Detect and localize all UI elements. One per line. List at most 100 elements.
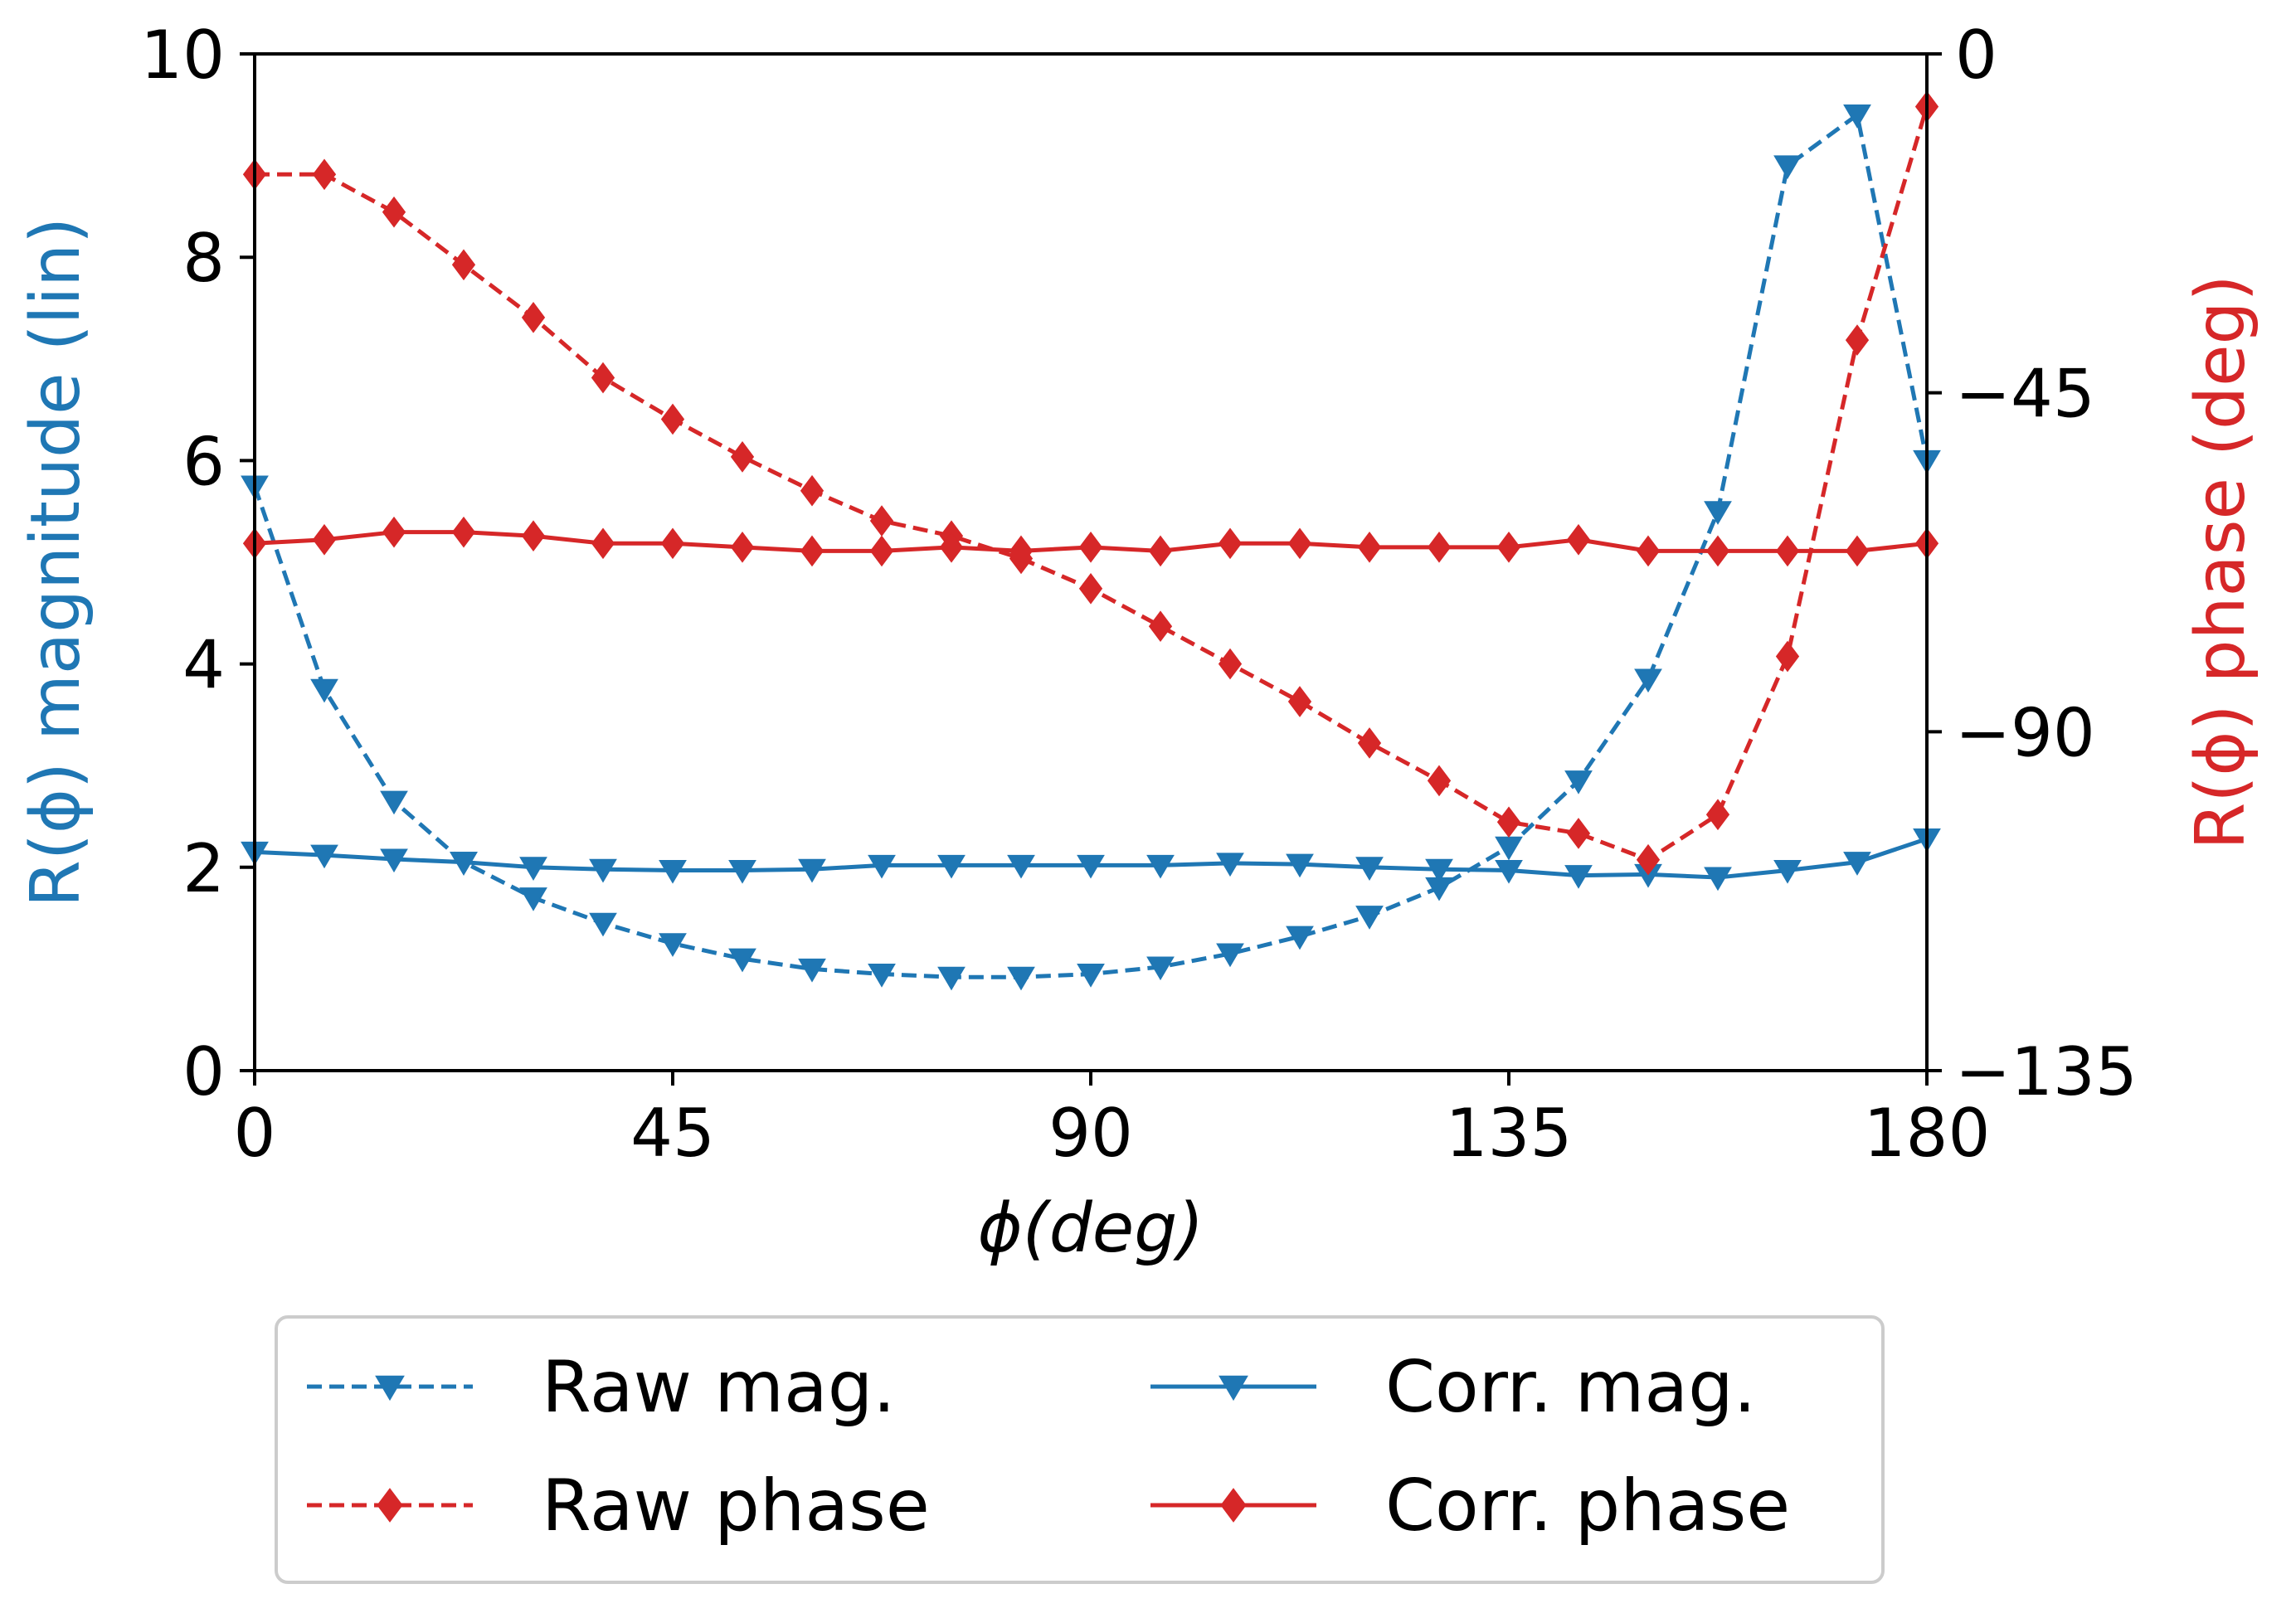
x-tick-label: 45 xyxy=(630,1095,715,1172)
data-point-raw-mag xyxy=(1704,501,1732,525)
x-axis-ticks: 0 45 90 135 180 xyxy=(234,1071,1991,1172)
right-y-tick-label: −135 xyxy=(1955,1033,2138,1110)
data-point-corr-mag xyxy=(1077,854,1105,879)
data-point-raw-mag xyxy=(310,678,338,703)
data-point-raw-mag xyxy=(937,966,966,991)
data-point-corr-phase xyxy=(939,532,964,563)
data-point-raw-phase xyxy=(800,474,825,507)
series-raw-phase xyxy=(242,90,1939,876)
data-point-corr-mag xyxy=(1564,865,1593,889)
data-point-raw-mag xyxy=(380,790,408,815)
series-corr-phase xyxy=(242,516,1939,567)
series-raw-mag xyxy=(241,104,1941,991)
legend-label: Corr. mag. xyxy=(1385,1346,1756,1429)
legend-label: Raw phase xyxy=(542,1465,930,1547)
data-point-corr-phase xyxy=(521,520,546,552)
data-point-raw-mag xyxy=(519,887,547,911)
data-point-corr-phase xyxy=(800,535,825,567)
data-point-raw-mag xyxy=(1564,770,1593,794)
data-point-corr-phase xyxy=(1775,535,1800,567)
data-point-raw-phase xyxy=(1705,799,1730,831)
left-y-tick-label: 4 xyxy=(182,627,225,704)
data-point-raw-mag xyxy=(1007,966,1035,991)
legend-label: Raw mag. xyxy=(542,1346,896,1429)
data-point-raw-phase xyxy=(1775,640,1800,673)
data-point-corr-mag xyxy=(728,859,756,884)
x-tick-label: 180 xyxy=(1864,1095,1991,1172)
data-point-corr-phase xyxy=(730,532,755,563)
right-y-tick-label: −45 xyxy=(1955,356,2095,433)
left-y-tick-label: 10 xyxy=(140,17,225,94)
data-point-corr-phase xyxy=(1357,532,1382,563)
data-point-corr-mag xyxy=(450,852,478,876)
data-point-raw-phase xyxy=(1845,324,1870,356)
data-point-raw-phase xyxy=(1496,806,1521,838)
left-y-axis-title: R(ϕ) magnitude (lin) xyxy=(17,217,95,907)
data-point-corr-mag xyxy=(1355,857,1384,881)
data-point-corr-phase xyxy=(1496,532,1521,563)
data-point-raw-mag xyxy=(1146,956,1175,981)
data-point-raw-mag xyxy=(1355,906,1384,930)
left-y-axis-ticks: 0 2 4 6 8 10 xyxy=(140,17,255,1110)
legend-entries: Raw mag. Corr. mag. Raw phase Corr. phase xyxy=(307,1346,1790,1547)
data-point-corr-mag xyxy=(937,854,966,879)
data-point-corr-phase xyxy=(1148,535,1173,567)
data-point-corr-mag xyxy=(1843,852,1871,876)
data-point-raw-phase xyxy=(1218,648,1243,680)
data-point-raw-mag xyxy=(1634,668,1662,693)
data-point-corr-mag xyxy=(1286,853,1314,878)
data-point-raw-phase xyxy=(869,505,894,537)
data-point-corr-phase xyxy=(1636,535,1661,567)
data-point-corr-mag xyxy=(1495,859,1523,884)
legend-marker-swatch xyxy=(377,1488,403,1523)
legend-item-raw-phase: Raw phase xyxy=(307,1465,930,1547)
data-point-corr-mag xyxy=(1146,854,1175,879)
legend-item-corr-mag: Corr. mag. xyxy=(1150,1346,1756,1429)
data-point-raw-mag xyxy=(868,964,896,988)
data-point-raw-phase xyxy=(1148,610,1173,643)
legend-marker-swatch xyxy=(1219,1375,1248,1402)
data-point-corr-phase xyxy=(591,527,615,560)
data-point-raw-mag xyxy=(798,958,826,983)
series-line-raw-phase xyxy=(255,105,1929,862)
data-point-raw-phase xyxy=(521,302,546,333)
legend-box xyxy=(275,1315,1885,1584)
data-point-corr-mag xyxy=(310,844,338,869)
data-point-raw-mag xyxy=(1773,155,1802,180)
data-point-raw-mag xyxy=(1286,926,1314,950)
legend-marker-swatch xyxy=(1220,1488,1247,1523)
data-point-raw-phase xyxy=(730,441,755,473)
data-point-raw-phase xyxy=(1427,765,1452,797)
data-point-corr-mag xyxy=(1216,853,1244,877)
right-y-tick-label: −90 xyxy=(1955,694,2095,771)
data-point-raw-phase xyxy=(1357,727,1382,759)
data-point-corr-phase xyxy=(1009,535,1034,567)
left-y-tick-label: 6 xyxy=(182,423,225,500)
legend-item-raw-mag: Raw mag. xyxy=(307,1346,896,1429)
data-point-corr-mag xyxy=(1425,858,1453,883)
data-point-corr-phase xyxy=(1287,527,1312,560)
data-point-corr-phase xyxy=(660,527,685,560)
plot-area xyxy=(241,90,1941,991)
data-point-corr-phase xyxy=(382,516,406,548)
data-point-corr-phase xyxy=(312,523,337,556)
data-point-raw-phase xyxy=(1078,572,1103,605)
data-point-corr-mag xyxy=(659,859,687,884)
legend-marker-swatch xyxy=(375,1375,405,1402)
data-point-corr-mag xyxy=(798,858,826,883)
x-axis-title: ϕ(deg) xyxy=(978,1189,1204,1268)
legend-label: Corr. phase xyxy=(1385,1465,1790,1547)
x-tick-label: 135 xyxy=(1446,1095,1573,1172)
data-point-raw-mag xyxy=(728,948,756,973)
data-point-raw-mag xyxy=(589,912,617,937)
data-point-corr-mag xyxy=(1007,854,1035,879)
data-point-corr-phase xyxy=(869,535,894,567)
right-y-axis-ticks: −135 −90 −45 0 xyxy=(1927,17,2138,1110)
data-point-corr-mag xyxy=(519,857,547,881)
data-point-raw-mag xyxy=(1077,964,1105,988)
data-point-corr-mag xyxy=(589,858,617,883)
data-point-corr-phase xyxy=(1427,532,1452,563)
right-y-tick-label: 0 xyxy=(1955,17,1997,94)
data-point-raw-phase xyxy=(451,249,476,281)
data-point-raw-phase xyxy=(1566,818,1591,849)
